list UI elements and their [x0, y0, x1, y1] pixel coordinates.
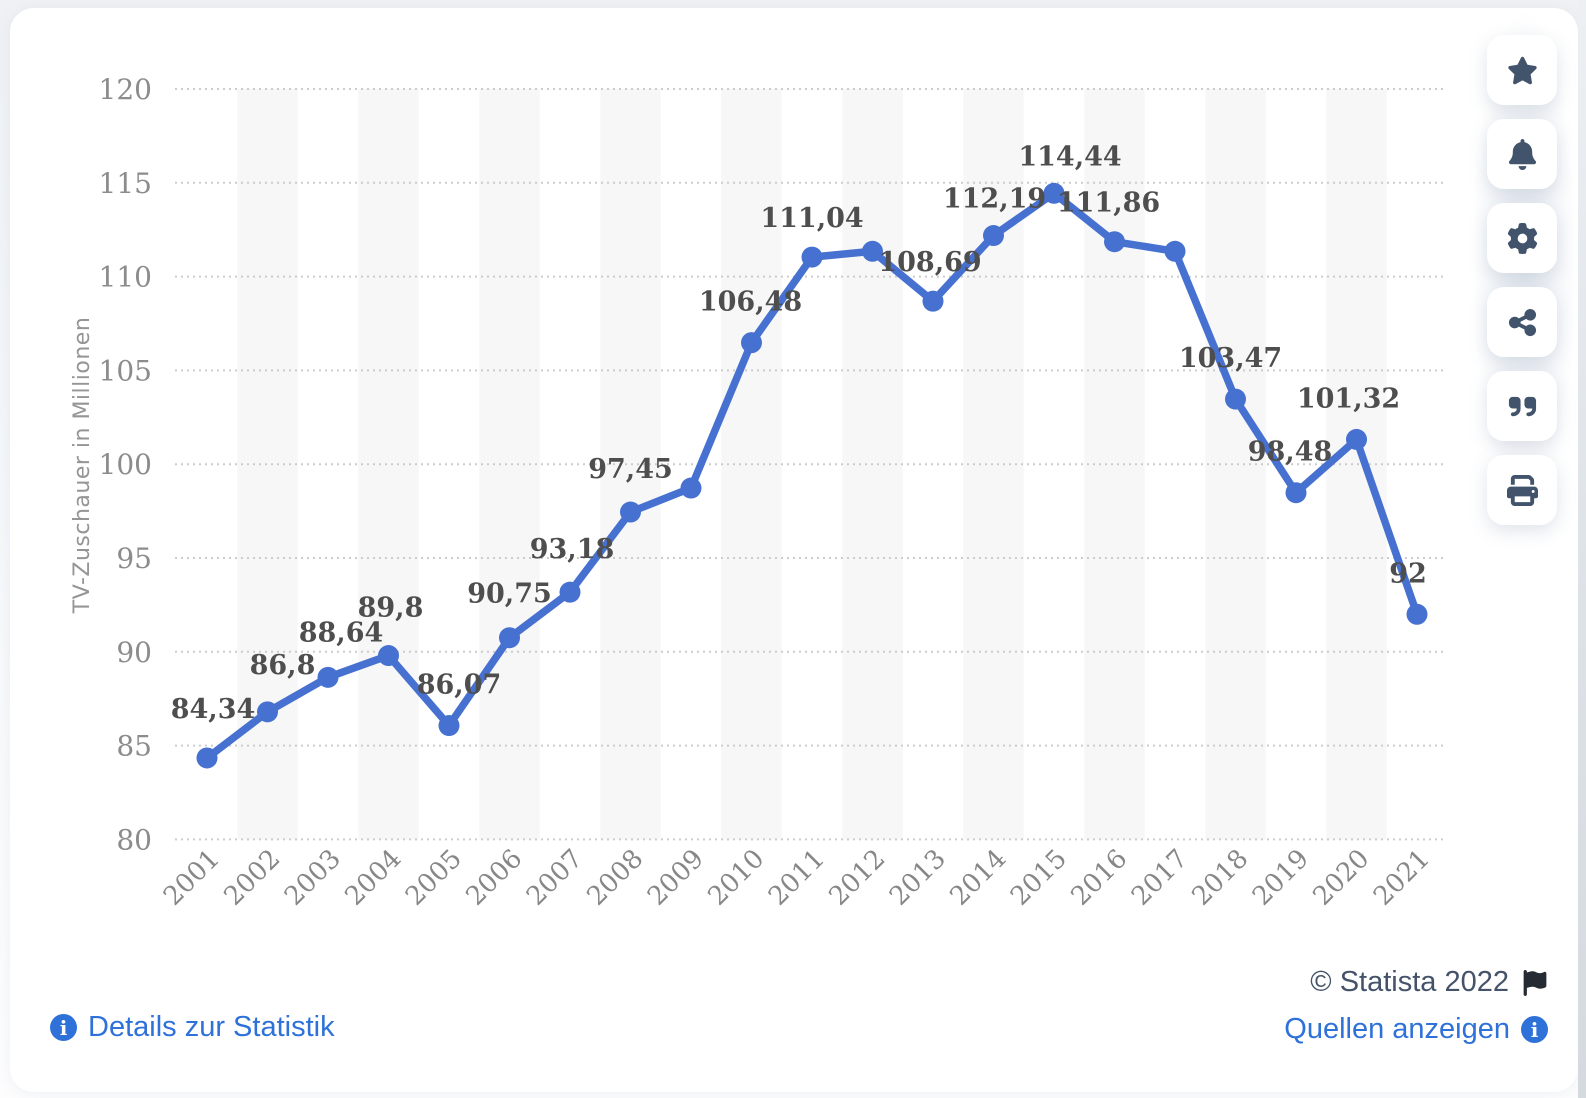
- x-tick-label: 2009: [642, 844, 710, 912]
- data-point[interactable]: [257, 701, 278, 723]
- page-edge: [1578, 0, 1586, 1098]
- info-circle-icon: i: [50, 1014, 77, 1041]
- quote-icon: [1508, 396, 1536, 416]
- x-tick-label: 2011: [763, 844, 831, 912]
- y-tick-label: 90: [116, 636, 152, 669]
- data-point-label: 111,86: [1057, 188, 1160, 219]
- x-tick-label: 2012: [823, 844, 891, 912]
- data-point-label: 90,75: [467, 579, 552, 610]
- data-point[interactable]: [983, 225, 1004, 247]
- y-tick-label: 100: [99, 448, 152, 481]
- x-tick-label: 2001: [158, 844, 226, 912]
- copyright: © Statista 2022: [1310, 966, 1548, 999]
- settings-button[interactable]: [1487, 203, 1557, 273]
- bell-icon: [1508, 138, 1536, 170]
- data-point[interactable]: [559, 581, 581, 603]
- info-circle-icon: i: [1521, 1016, 1548, 1043]
- details-link-label: Details zur Statistik: [88, 1011, 335, 1043]
- data-point[interactable]: [620, 501, 641, 523]
- data-point-label: 98,48: [1248, 437, 1333, 468]
- data-point-label: 84,34: [171, 694, 256, 725]
- data-point[interactable]: [438, 715, 460, 737]
- data-point[interactable]: [1164, 240, 1186, 262]
- data-point-label: 93,18: [530, 534, 615, 565]
- x-tick-label: 2018: [1186, 844, 1254, 912]
- details-link[interactable]: i Details zur Statistik: [50, 1011, 335, 1044]
- x-tick-label: 2004: [339, 844, 407, 912]
- data-point[interactable]: [317, 666, 339, 688]
- data-point[interactable]: [378, 645, 399, 667]
- data-point[interactable]: [1346, 428, 1367, 450]
- x-tick-label: 2016: [1065, 844, 1133, 912]
- x-tick-label: 2019: [1247, 844, 1315, 912]
- share-button[interactable]: [1487, 287, 1557, 357]
- x-tick-label: 2013: [884, 844, 952, 912]
- y-tick-label: 105: [99, 354, 152, 387]
- data-point-label: 112,19: [943, 184, 1046, 215]
- data-point[interactable]: [801, 246, 823, 268]
- data-point[interactable]: [680, 477, 702, 499]
- x-tick-label: 2007: [521, 844, 589, 912]
- sources-link-label: Quellen anzeigen: [1284, 1013, 1510, 1045]
- data-point-label: 97,45: [588, 454, 673, 485]
- data-point[interactable]: [196, 747, 218, 769]
- x-tick-label: 2015: [1005, 844, 1073, 912]
- data-point-label: 111,04: [760, 203, 863, 234]
- data-point[interactable]: [922, 290, 944, 312]
- x-tick-label: 2014: [944, 844, 1012, 912]
- data-point-label: 92: [1389, 558, 1427, 589]
- data-point-label: 101,32: [1297, 383, 1400, 414]
- data-point[interactable]: [499, 627, 520, 649]
- x-tick-label: 2006: [460, 844, 528, 912]
- x-tick-label: 2017: [1126, 844, 1194, 912]
- data-point[interactable]: [1406, 603, 1428, 625]
- x-tick-label: 2021: [1368, 844, 1436, 912]
- x-tick-label: 2020: [1307, 844, 1375, 912]
- notification-button[interactable]: [1487, 119, 1557, 189]
- y-tick-label: 115: [99, 167, 152, 200]
- y-tick-label: 95: [116, 542, 152, 575]
- data-point-label: 88,64: [299, 617, 384, 648]
- cite-button[interactable]: [1487, 371, 1557, 441]
- favorite-button[interactable]: [1487, 35, 1557, 105]
- data-point-label: 114,44: [1018, 141, 1121, 172]
- copyright-label: © Statista 2022: [1310, 966, 1509, 998]
- y-tick-label: 80: [116, 823, 152, 856]
- y-tick-label: 120: [99, 73, 152, 106]
- data-point-label: 86,07: [417, 670, 502, 701]
- line-chart: 1201151101051009590858020012002200320042…: [70, 73, 1447, 912]
- data-point-label: 103,47: [1179, 343, 1282, 374]
- data-point[interactable]: [1104, 231, 1125, 253]
- column-band: [1326, 89, 1387, 840]
- data-point-label: 108,69: [878, 247, 981, 278]
- chart-toolbar: [1487, 35, 1557, 525]
- chart-card: 120 115 110 105 100 95 90 85 80 2001 2002 2003 2004 2…: [10, 8, 1578, 1092]
- star-icon: [1507, 56, 1537, 84]
- data-point[interactable]: [741, 332, 762, 354]
- print-icon: [1506, 474, 1538, 506]
- y-axis-title: TV-Zuschauer in Millionen: [70, 317, 95, 615]
- x-tick-label: 2010: [702, 844, 770, 912]
- flag-icon[interactable]: [1522, 969, 1548, 996]
- y-tick-label: 110: [99, 261, 152, 294]
- x-tick-label: 2008: [581, 844, 649, 912]
- print-button[interactable]: [1487, 455, 1557, 525]
- data-point[interactable]: [1043, 182, 1065, 204]
- data-point[interactable]: [1225, 388, 1246, 410]
- x-tick-label: 2002: [218, 844, 286, 912]
- data-point[interactable]: [1285, 482, 1307, 504]
- sources-link[interactable]: Quellen anzeigen i: [1284, 1013, 1548, 1046]
- gear-icon: [1507, 222, 1537, 254]
- x-tick-label: 2005: [400, 844, 468, 912]
- data-point-label: 106,48: [699, 287, 802, 318]
- share-icon: [1508, 308, 1536, 336]
- y-tick-label: 85: [116, 730, 152, 763]
- x-tick-label: 2003: [279, 844, 347, 912]
- data-point-label: 89,8: [358, 593, 424, 624]
- data-point[interactable]: [862, 240, 883, 262]
- data-point-label: 86,8: [250, 650, 316, 681]
